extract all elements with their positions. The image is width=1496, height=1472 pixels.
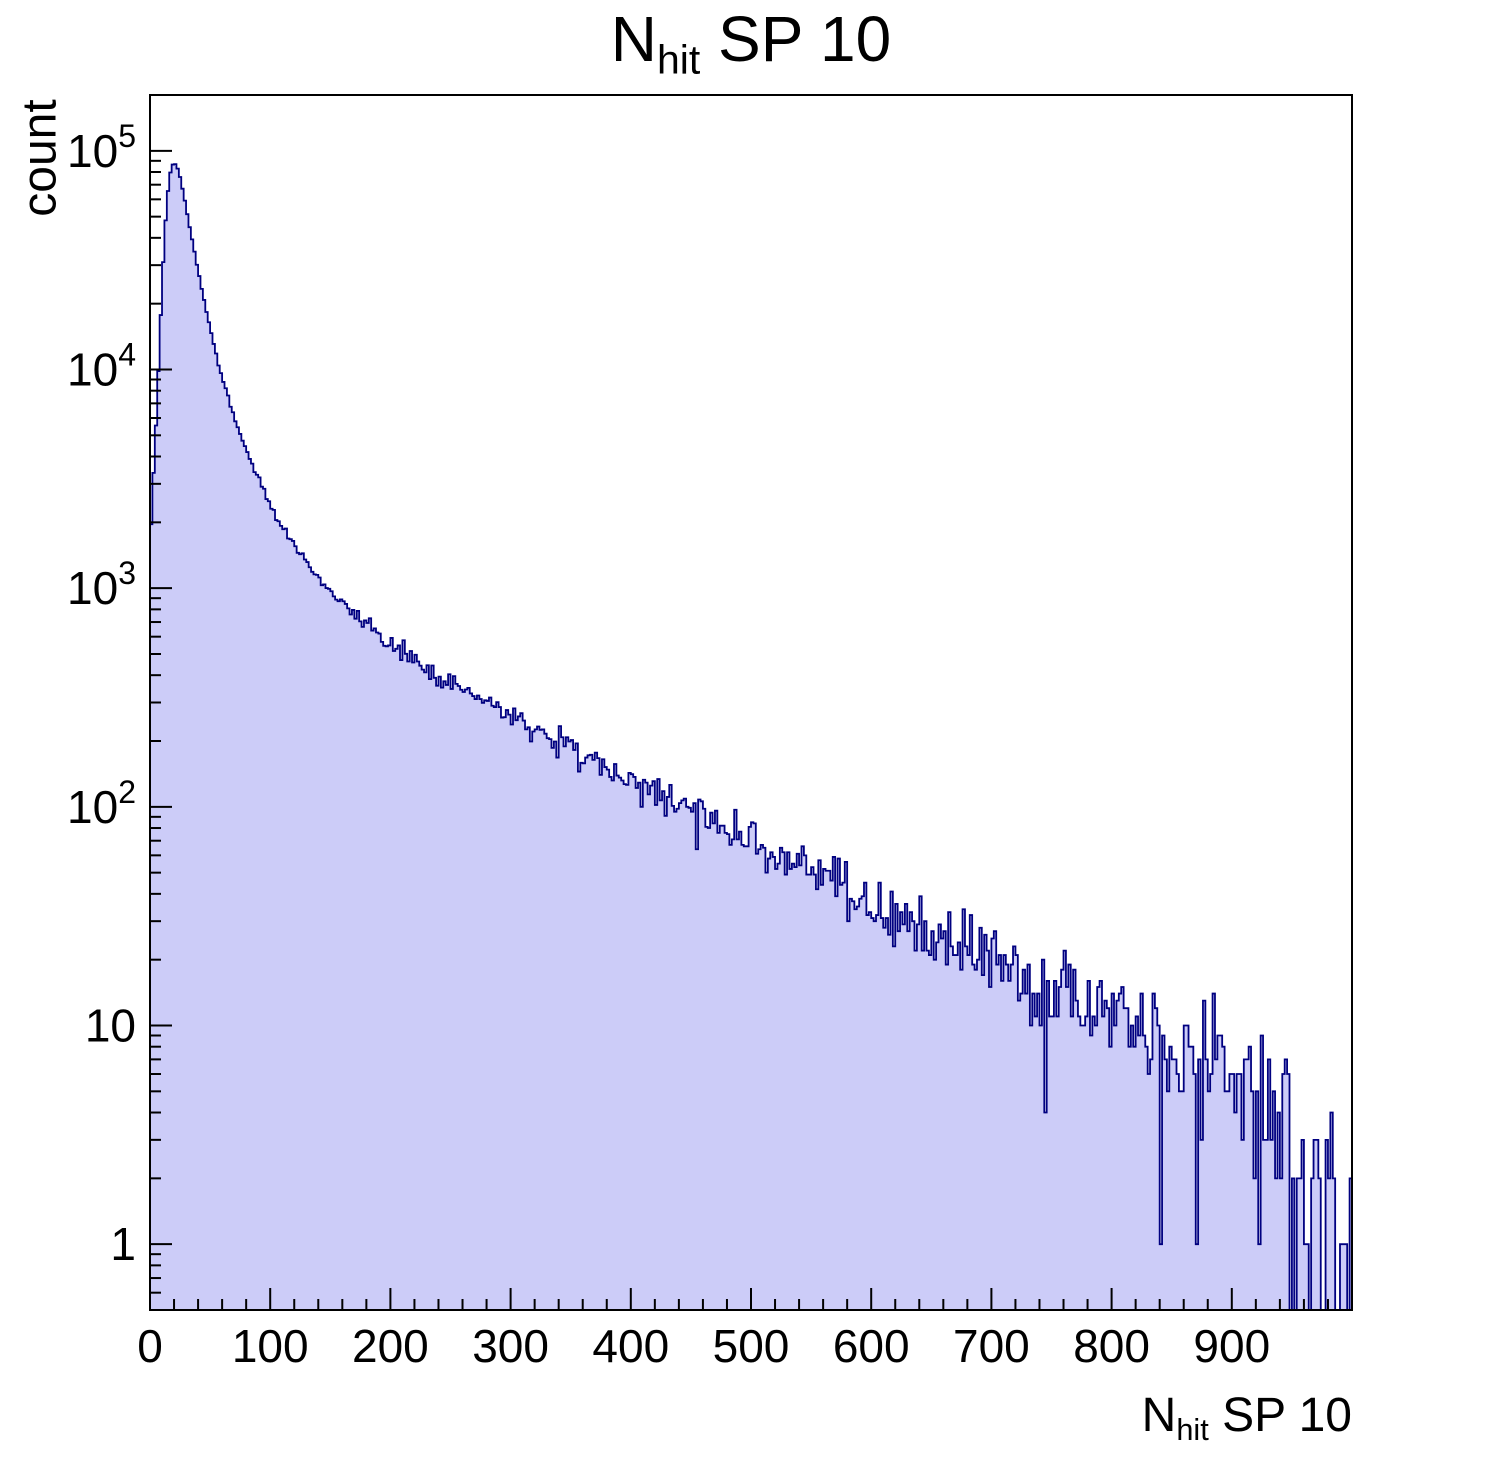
x-tick-label: 300	[472, 1320, 549, 1372]
histogram-fill	[150, 164, 1352, 1310]
x-tick-label: 400	[592, 1320, 669, 1372]
x-tick-label: 100	[232, 1320, 309, 1372]
y-tick-label: 10	[85, 1000, 136, 1052]
x-tick-label: 900	[1193, 1320, 1270, 1372]
histogram-outline	[149, 163, 1353, 1311]
x-tick-label: 200	[352, 1320, 429, 1372]
x-axis-title-rest: SP 10	[1208, 1389, 1352, 1442]
y-tick-label: 104	[67, 336, 136, 395]
y-tick-label: 103	[67, 555, 136, 614]
x-tick-label: 600	[833, 1320, 910, 1372]
y-tick-label: 105	[67, 118, 136, 177]
y-tick-label: 102	[67, 774, 136, 833]
x-tick-label: 500	[713, 1320, 790, 1372]
x-tick-label: 0	[137, 1320, 163, 1372]
x-tick-label: 800	[1073, 1320, 1150, 1372]
x-axis-title: Nhit SP 10	[1142, 1388, 1352, 1448]
x-axis-title-sub: hit	[1176, 1412, 1209, 1448]
chart-title-main: N	[610, 3, 657, 75]
x-axis-title-main: N	[1141, 1389, 1177, 1442]
y-tick-label: 1	[110, 1218, 136, 1270]
plot-frame	[149, 94, 1353, 1311]
x-tick-label: 700	[953, 1320, 1030, 1372]
chart-title-rest: SP 10	[700, 3, 892, 75]
chart-title: Nhit SP 10	[150, 4, 1352, 82]
chart-title-sub: hit	[656, 36, 701, 83]
